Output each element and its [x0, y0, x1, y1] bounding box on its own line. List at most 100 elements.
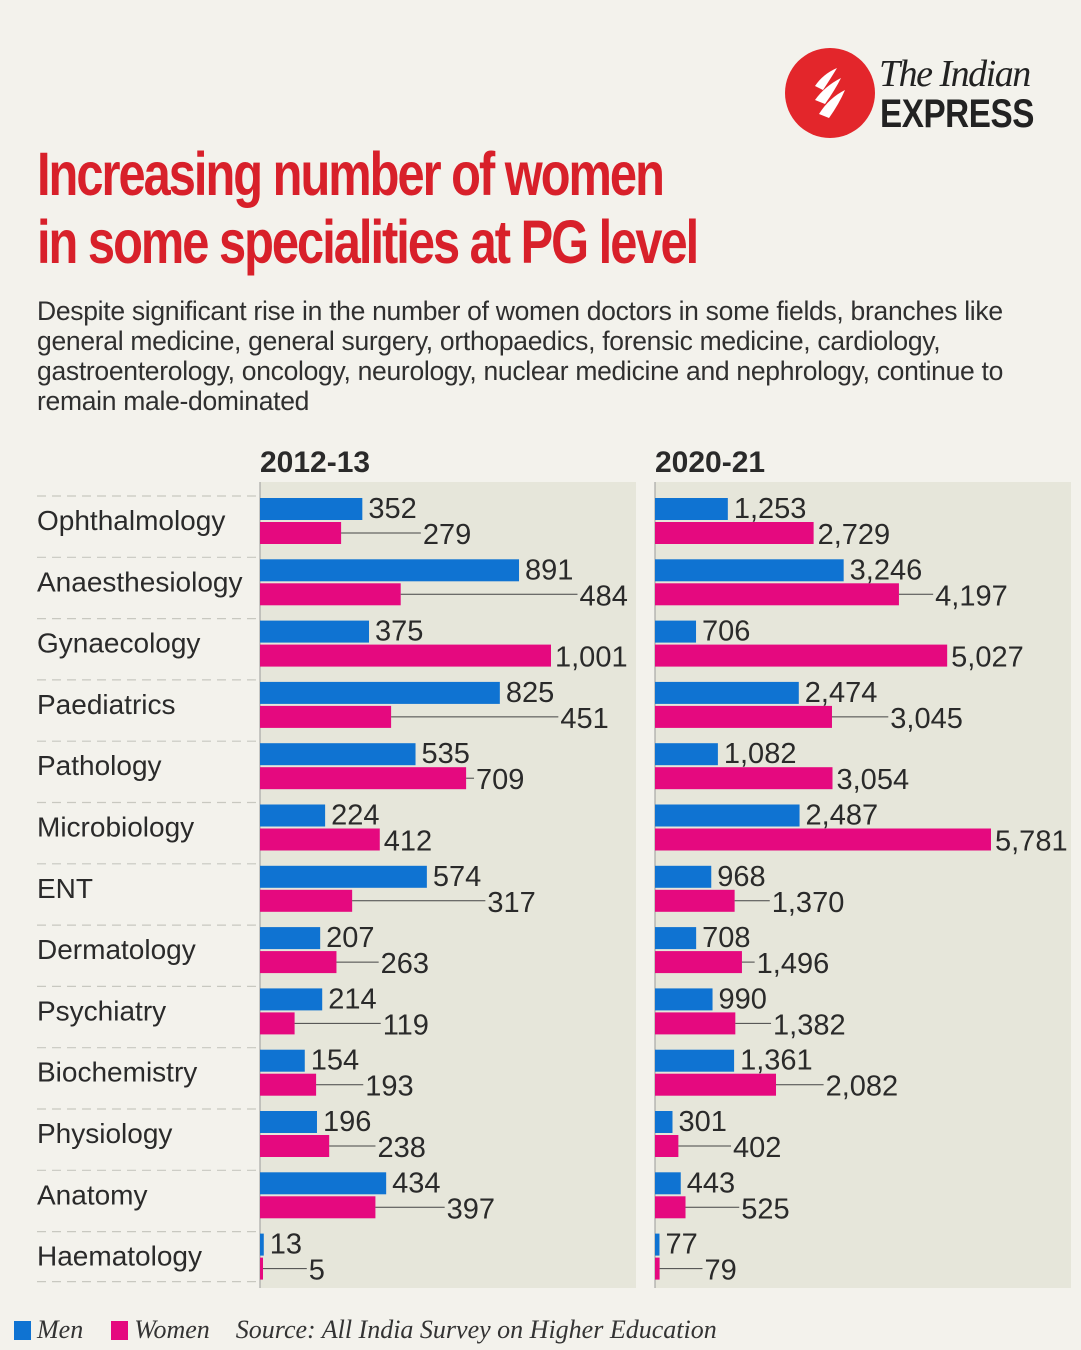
value-label-men: 825	[506, 677, 554, 709]
value-label-men: 3,246	[850, 554, 923, 586]
bar-women	[260, 889, 353, 912]
bar-women	[655, 1012, 736, 1035]
bar-men	[260, 1233, 264, 1256]
bar-men	[260, 1172, 387, 1195]
category-label: Dermatology	[37, 934, 196, 965]
value-label-women: 2,729	[818, 519, 891, 551]
value-label-men: 77	[665, 1229, 697, 1261]
value-label-men: 891	[525, 554, 573, 586]
value-label-women: 3,054	[837, 764, 910, 796]
bar-women	[260, 951, 337, 974]
value-label-women: 119	[383, 1009, 429, 1041]
bar-women	[260, 828, 380, 851]
value-label-women: 484	[580, 580, 628, 612]
bar-women	[260, 1135, 330, 1157]
category-label: Psychiatry	[37, 995, 166, 1026]
legend-label-men: Men	[37, 1315, 84, 1344]
bar-women	[655, 889, 735, 912]
bar-women	[655, 583, 899, 606]
bar-men	[260, 1111, 317, 1133]
bar-women	[260, 1073, 317, 1096]
bar-men	[260, 620, 370, 643]
panel-background	[655, 482, 1071, 1288]
value-label-women: 5,027	[951, 642, 1024, 674]
bar-women	[260, 767, 467, 790]
value-label-women: 1,370	[772, 887, 845, 919]
logo-text-top: The Indian	[879, 53, 1031, 95]
subtitle: Despite significant rise in the number o…	[37, 296, 1004, 416]
value-label-men: 574	[433, 861, 481, 893]
value-label-women: 5	[309, 1255, 325, 1287]
value-label-men: 375	[375, 616, 423, 648]
value-label-women: 525	[741, 1193, 789, 1225]
value-label-men: 207	[326, 922, 374, 954]
bar-men	[260, 498, 363, 520]
value-label-women: 1,496	[757, 948, 830, 980]
category-label: Physiology	[37, 1118, 172, 1149]
value-label-women: 79	[704, 1255, 736, 1287]
value-label-men: 708	[702, 922, 750, 954]
category-label: Haematology	[37, 1241, 202, 1272]
bar-women	[260, 1012, 295, 1035]
brand-logo: The Indian EXPRESS	[785, 48, 1045, 140]
category-label: Anatomy	[37, 1179, 148, 1210]
value-label-men: 968	[717, 861, 765, 893]
bar-women	[260, 522, 342, 544]
value-label-men: 196	[323, 1106, 371, 1138]
value-label-men: 990	[719, 983, 767, 1015]
legend: Men Women Source: All India Survey on Hi…	[14, 1315, 717, 1345]
bar-women	[260, 1257, 263, 1280]
bar-men	[655, 681, 799, 704]
category-label: Microbiology	[37, 812, 194, 843]
bar-men	[655, 559, 844, 582]
bar-men	[655, 620, 697, 643]
bar-men	[655, 927, 697, 950]
value-label-men: 535	[422, 738, 470, 770]
bar-women	[655, 951, 742, 974]
bar-men	[260, 804, 326, 827]
bar-men	[655, 1233, 660, 1256]
bar-men	[260, 743, 416, 766]
bar-men	[655, 865, 712, 888]
value-label-women: 1,001	[555, 642, 628, 674]
value-label-women: 1,382	[773, 1009, 846, 1041]
value-label-men: 352	[368, 493, 416, 525]
legend-label-women: Women	[134, 1315, 210, 1344]
category-label: Pathology	[37, 750, 162, 781]
panel-title: 2012-13	[260, 446, 370, 479]
value-label-men: 301	[678, 1106, 726, 1138]
bar-women	[260, 644, 551, 667]
bar-women	[260, 705, 392, 728]
source-note: Source: All India Survey on Higher Educa…	[235, 1315, 717, 1344]
bar-women	[655, 767, 833, 790]
value-label-men: 1,361	[740, 1045, 813, 1077]
value-label-men: 2,487	[806, 800, 879, 832]
bar-men	[260, 681, 500, 704]
value-label-women: 451	[560, 703, 608, 735]
title-line-2: in some specialities at PG level	[37, 208, 699, 276]
bar-men	[655, 988, 713, 1011]
bar-women	[655, 644, 948, 667]
bar-women	[655, 705, 832, 728]
legend-swatch-men	[14, 1320, 31, 1340]
value-label-men: 443	[687, 1167, 735, 1199]
value-label-women: 4,197	[935, 580, 1008, 612]
bar-men	[260, 559, 520, 582]
value-label-women: 5,781	[995, 826, 1068, 858]
bar-women	[655, 522, 814, 544]
value-label-men: 224	[331, 800, 379, 832]
bar-men	[260, 988, 323, 1011]
page-title: Increasing number of women in some speci…	[37, 140, 699, 276]
bar-men	[260, 1049, 305, 1072]
value-label-women: 412	[384, 826, 432, 858]
bar-women	[655, 1257, 660, 1280]
category-label: Ophthalmology	[37, 505, 225, 536]
bar-women	[260, 583, 401, 606]
legend-swatch-women	[111, 1320, 129, 1340]
value-label-men: 154	[311, 1045, 359, 1077]
bar-men	[655, 743, 718, 766]
value-label-men: 214	[328, 983, 376, 1015]
panel-title: 2020-21	[655, 446, 765, 479]
bar-men	[655, 804, 800, 827]
